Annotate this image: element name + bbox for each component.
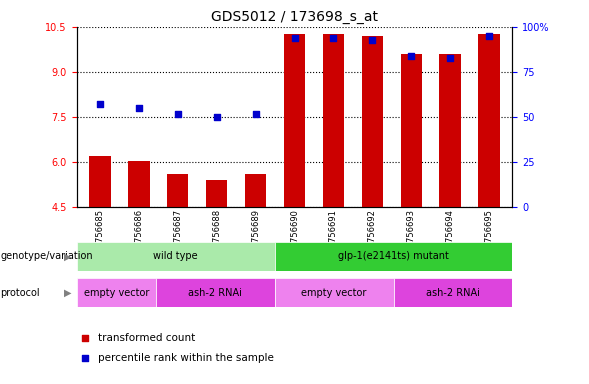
- Bar: [77, 242, 274, 271]
- Bar: [77, 278, 156, 307]
- Bar: [439, 54, 461, 207]
- Bar: [156, 278, 274, 307]
- Text: genotype/variation: genotype/variation: [1, 251, 93, 262]
- Bar: [362, 36, 383, 207]
- Text: percentile rank within the sample: percentile rank within the sample: [98, 353, 274, 363]
- Bar: [89, 156, 111, 207]
- Point: [368, 36, 377, 43]
- Text: ▶: ▶: [64, 288, 71, 298]
- Bar: [401, 54, 422, 207]
- Text: glp-1(e2141ts) mutant: glp-1(e2141ts) mutant: [338, 251, 449, 262]
- Bar: [206, 180, 227, 207]
- Point: [406, 53, 416, 59]
- Text: transformed count: transformed count: [98, 333, 196, 343]
- Text: empty vector: empty vector: [84, 288, 149, 298]
- Text: ash-2 RNAi: ash-2 RNAi: [426, 288, 480, 298]
- Text: protocol: protocol: [1, 288, 40, 298]
- Point: [212, 114, 221, 120]
- Point: [329, 35, 338, 41]
- Point: [251, 111, 260, 117]
- Bar: [393, 278, 512, 307]
- Bar: [274, 278, 393, 307]
- Point: [290, 35, 299, 41]
- Point: [81, 335, 90, 341]
- Text: empty vector: empty vector: [302, 288, 367, 298]
- Point: [484, 33, 494, 39]
- Text: wild type: wild type: [153, 251, 198, 262]
- Text: ash-2 RNAi: ash-2 RNAi: [188, 288, 242, 298]
- Point: [173, 111, 183, 117]
- Bar: [284, 35, 305, 207]
- Bar: [167, 174, 188, 207]
- Point: [134, 105, 144, 111]
- Point: [95, 101, 105, 108]
- Text: ▶: ▶: [64, 251, 71, 262]
- Point: [445, 55, 455, 61]
- Title: GDS5012 / 173698_s_at: GDS5012 / 173698_s_at: [211, 10, 378, 25]
- Bar: [274, 242, 512, 271]
- Point: [81, 355, 90, 361]
- Bar: [323, 35, 344, 207]
- Bar: [128, 161, 150, 207]
- Bar: [478, 35, 500, 207]
- Bar: [245, 174, 266, 207]
